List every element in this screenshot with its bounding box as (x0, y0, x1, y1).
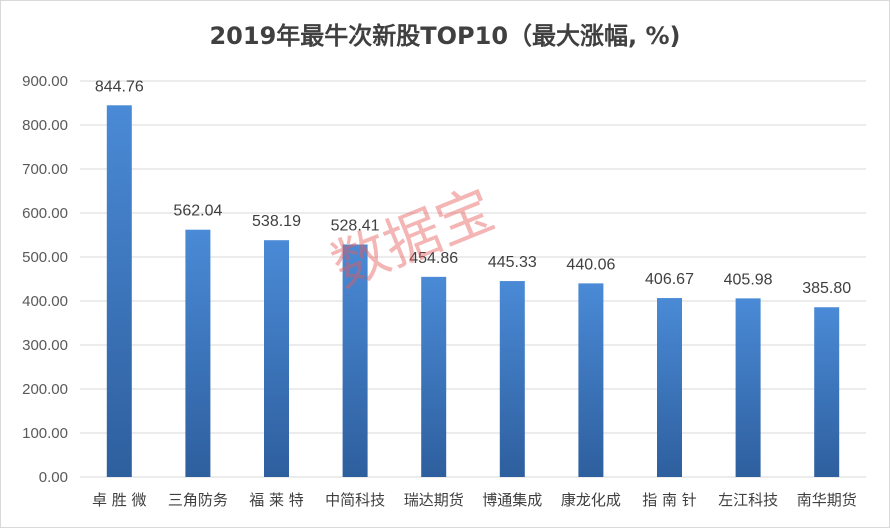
bars (106, 105, 840, 477)
bar-6 (578, 283, 604, 477)
data-label-6: 440.06 (566, 256, 615, 273)
data-label-3: 528.41 (331, 217, 380, 234)
x-tick-label-7: 指 南 针 (642, 491, 697, 509)
y-tick-label-5: 500.00 (22, 249, 68, 266)
y-axis-tick-labels: 0.00 100.00 200.00 300.00 400.00 500.00 600.00… (22, 73, 68, 486)
x-tick-label-2: 福 莱 特 (249, 491, 304, 509)
bar-2 (264, 240, 289, 477)
x-axis-tick-labels: 卓 胜 微 三角防务 福 莱 特 中简科技 瑞达期货 博通集成 康龙化成 指 南 针 左江科技 南… (92, 491, 857, 509)
bar-9 (814, 307, 840, 477)
data-label-4: 454.86 (409, 250, 458, 267)
bar-5 (499, 281, 525, 477)
x-tick-label-6: 康龙化成 (561, 491, 621, 509)
x-tick-label-5: 博通集成 (482, 491, 542, 509)
y-tick-label-8: 800.00 (22, 117, 68, 134)
y-tick-label-3: 300.00 (22, 337, 68, 354)
bar-4 (421, 276, 447, 477)
bar-3 (342, 244, 368, 477)
bar-8 (735, 298, 761, 477)
y-tick-label-9: 900.00 (22, 73, 68, 90)
y-tick-label-1: 100.00 (22, 425, 68, 442)
y-tick-label-0: 0.00 (39, 469, 68, 486)
x-tick-label-8: 左江科技 (718, 491, 778, 509)
x-tick-label-4: 瑞达期货 (404, 491, 464, 509)
x-tick-label-0: 卓 胜 微 (92, 491, 147, 509)
data-label-7: 406.67 (645, 271, 694, 288)
data-label-1: 562.04 (173, 203, 222, 220)
data-label-0: 844.76 (95, 78, 144, 95)
bar-1 (185, 229, 211, 477)
y-tick-label-7: 700.00 (22, 161, 68, 178)
data-label-5: 445.33 (488, 254, 537, 271)
gridlines (80, 80, 866, 478)
x-tick-label-3: 中简科技 (325, 491, 385, 509)
data-label-2: 538.19 (252, 213, 301, 230)
x-tick-label-9: 南华期货 (797, 491, 857, 509)
y-tick-label-2: 200.00 (22, 381, 68, 398)
bar-0 (106, 105, 132, 477)
x-tick-label-1: 三角防务 (168, 491, 228, 509)
chart-title: 2019年最牛次新股TOP10（最大涨幅, %) (209, 22, 681, 50)
y-tick-label-4: 400.00 (22, 293, 68, 310)
data-labels: 844.76 562.04 538.19 528.41 454.86 445.33 440.… (95, 78, 851, 297)
y-tick-label-6: 600.00 (22, 205, 68, 222)
data-label-9: 385.80 (802, 280, 851, 297)
bar-7 (657, 298, 682, 477)
data-label-8: 405.98 (724, 271, 773, 288)
